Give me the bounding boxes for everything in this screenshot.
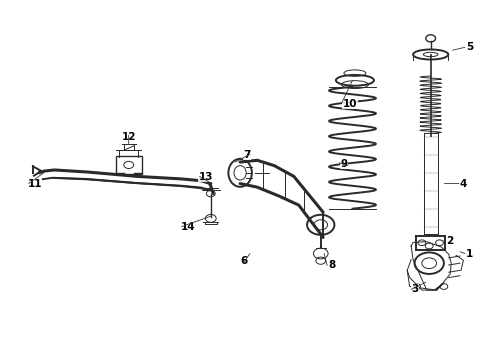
- Text: 11: 11: [27, 179, 42, 189]
- Text: 6: 6: [241, 256, 247, 266]
- Text: 14: 14: [180, 222, 195, 232]
- Text: 9: 9: [340, 159, 347, 169]
- Text: 3: 3: [411, 284, 418, 294]
- Text: 2: 2: [446, 236, 454, 246]
- Text: 1: 1: [466, 248, 473, 258]
- Text: 4: 4: [460, 179, 467, 189]
- Text: 13: 13: [198, 172, 213, 182]
- Text: 7: 7: [244, 150, 251, 160]
- Text: 10: 10: [343, 99, 357, 109]
- Text: 12: 12: [122, 132, 136, 142]
- Text: 5: 5: [466, 42, 473, 52]
- Text: 8: 8: [328, 260, 335, 270]
